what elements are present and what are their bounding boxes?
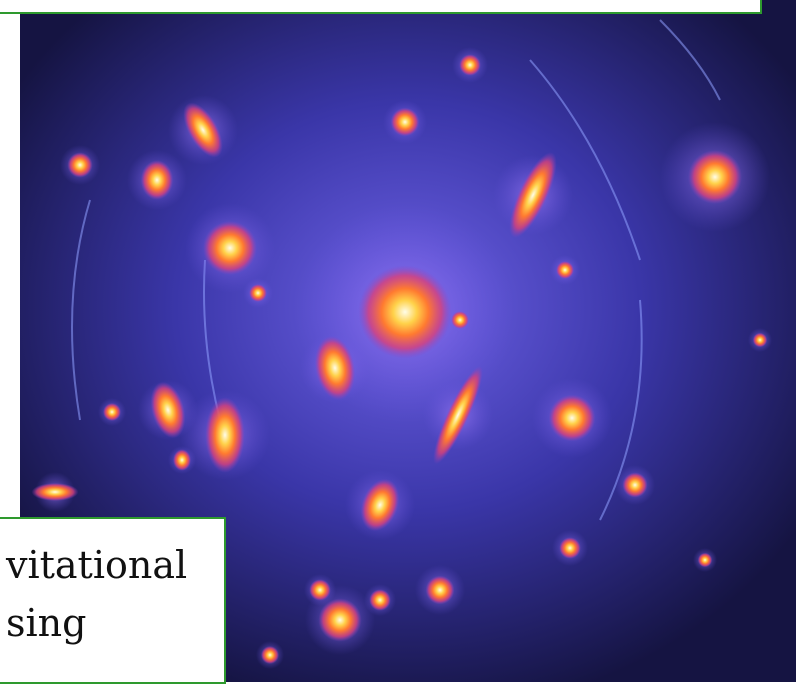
galaxy (390, 107, 420, 137)
galaxy (688, 150, 742, 204)
galaxy (205, 397, 245, 473)
galaxy (622, 472, 648, 498)
galaxy (697, 552, 713, 568)
arc (529, 59, 641, 261)
galaxy (249, 284, 267, 302)
margin (0, 0, 20, 520)
galaxy (67, 152, 93, 178)
galaxy (183, 102, 223, 158)
caption-box: vitational sing (0, 517, 226, 684)
galaxy (309, 579, 331, 601)
galaxy (752, 332, 768, 348)
galaxy (314, 335, 356, 401)
galaxy (103, 403, 121, 421)
galaxies (31, 47, 772, 669)
galaxy (509, 152, 557, 238)
galaxy (559, 537, 581, 559)
caption-line: sing (6, 601, 87, 645)
galaxy (140, 160, 174, 200)
galaxy (360, 478, 400, 532)
arc (659, 19, 721, 101)
galaxy (459, 54, 481, 76)
galaxy (548, 394, 596, 442)
galaxy (261, 646, 279, 664)
arc (599, 299, 643, 521)
galaxy (358, 265, 452, 359)
galaxy (433, 365, 483, 465)
arc (71, 199, 91, 421)
galaxy (425, 575, 455, 605)
galaxy (451, 311, 469, 329)
galaxy (369, 589, 391, 611)
galaxy (556, 261, 574, 279)
galaxy (150, 381, 186, 439)
galaxy (31, 483, 79, 501)
galaxy (173, 449, 191, 471)
galaxy (203, 221, 257, 275)
caption-line: vitational (6, 543, 188, 587)
galaxy (318, 598, 362, 642)
top-box (0, 0, 762, 14)
